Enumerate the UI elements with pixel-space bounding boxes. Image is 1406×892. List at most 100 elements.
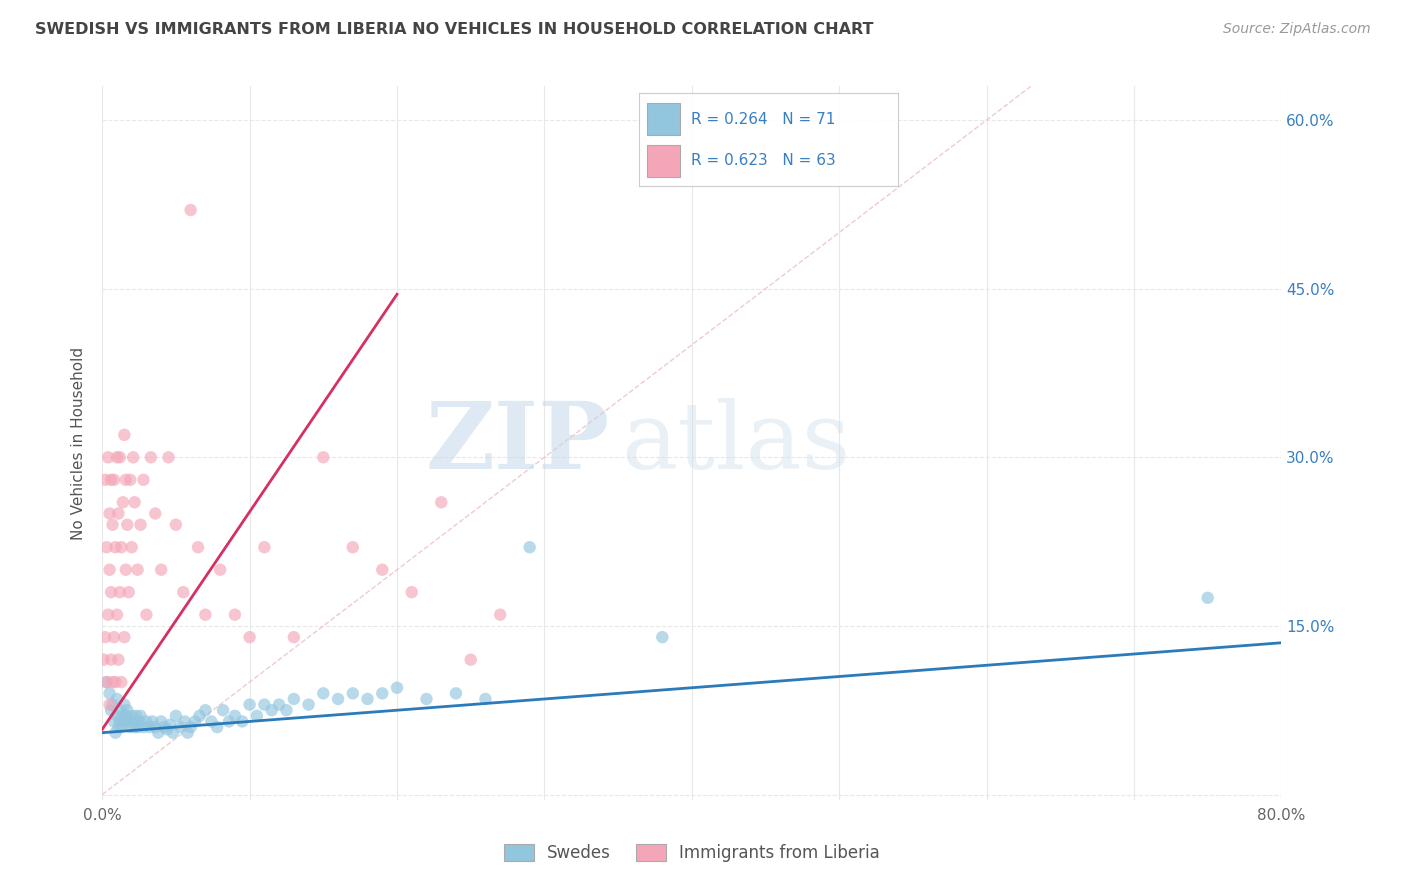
Point (98, 507, 121, 521)
Point (105, 450, 128, 465)
Point (104, 675, 127, 690)
Point (114, 709, 136, 723)
Point (129, 517, 152, 532)
Point (165, 517, 187, 532)
Point (94, 630, 117, 644)
Point (1197, 591, 1219, 605)
Point (97, 607, 120, 622)
Point (124, 720, 146, 734)
Point (112, 714, 135, 729)
Point (312, 686, 335, 700)
Point (138, 720, 160, 734)
Point (124, 495, 146, 509)
Point (194, 703, 217, 717)
Point (401, 585, 423, 599)
Point (169, 720, 191, 734)
Point (104, 725, 127, 739)
Point (132, 720, 155, 734)
Point (173, 714, 195, 729)
Point (143, 720, 166, 734)
Point (385, 681, 408, 695)
Point (112, 427, 135, 442)
Point (108, 450, 131, 465)
Point (239, 630, 262, 644)
Point (460, 653, 482, 667)
Text: atlas: atlas (621, 398, 851, 488)
Point (120, 720, 142, 734)
Point (104, 540, 127, 554)
Point (283, 692, 305, 706)
Point (205, 720, 228, 734)
Point (108, 714, 131, 729)
Point (371, 686, 394, 700)
Point (212, 703, 235, 717)
Point (100, 703, 122, 717)
Point (159, 718, 181, 732)
Point (231, 714, 253, 729)
Point (283, 630, 305, 644)
Point (430, 495, 453, 509)
Point (224, 709, 246, 723)
Point (108, 585, 131, 599)
Point (489, 607, 512, 622)
Point (209, 563, 232, 577)
Point (107, 507, 129, 521)
Point (107, 653, 129, 667)
Point (121, 709, 143, 723)
Point (114, 563, 136, 577)
Point (326, 692, 349, 706)
Point (122, 714, 145, 729)
Point (371, 563, 394, 577)
Point (117, 703, 139, 717)
Point (103, 630, 125, 644)
Point (118, 585, 141, 599)
Point (139, 450, 162, 465)
Point (96, 540, 118, 554)
Point (143, 507, 166, 521)
Point (260, 703, 283, 717)
Point (111, 709, 134, 723)
Point (129, 709, 152, 723)
Point (94, 473, 117, 487)
Point (107, 720, 129, 734)
Point (180, 202, 202, 217)
Point (105, 607, 128, 622)
Point (117, 517, 139, 532)
Legend: Swedes, Immigrants from Liberia: Swedes, Immigrants from Liberia (495, 836, 889, 871)
Point (112, 630, 135, 644)
Y-axis label: No Vehicles in Household: No Vehicles in Household (72, 347, 86, 540)
Point (651, 630, 673, 644)
Point (100, 653, 122, 667)
Point (108, 703, 131, 717)
Point (253, 698, 276, 712)
Point (187, 540, 209, 554)
Point (97, 450, 120, 465)
Point (101, 517, 124, 532)
Point (114, 473, 136, 487)
Point (105, 692, 128, 706)
Point (96, 675, 118, 690)
Point (101, 675, 124, 690)
Point (156, 723, 179, 737)
Point (188, 709, 211, 723)
Point (100, 585, 122, 599)
Point (150, 714, 173, 729)
Point (103, 473, 125, 487)
Point (312, 450, 335, 465)
Point (165, 709, 187, 723)
Point (93, 653, 115, 667)
Point (103, 714, 125, 729)
Point (125, 709, 148, 723)
Point (132, 473, 155, 487)
Point (98, 698, 121, 712)
Point (135, 607, 157, 622)
Point (200, 714, 222, 729)
Point (121, 540, 143, 554)
Point (177, 725, 200, 739)
Point (474, 692, 496, 706)
Point (184, 714, 207, 729)
Point (276, 703, 298, 717)
Point (150, 563, 173, 577)
Point (110, 720, 132, 734)
Point (100, 473, 122, 487)
